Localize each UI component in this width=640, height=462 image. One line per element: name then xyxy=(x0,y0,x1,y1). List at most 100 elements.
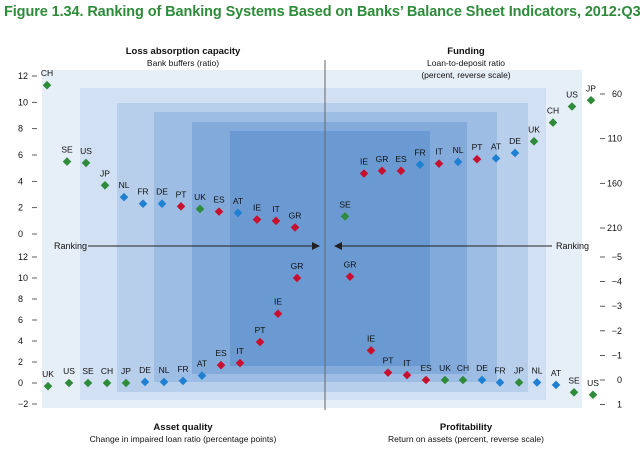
tick-label: −3 xyxy=(612,301,622,311)
point-label: CH xyxy=(41,68,53,78)
point-label: UK xyxy=(194,192,206,202)
point-fr xyxy=(138,199,148,209)
point-at xyxy=(551,380,561,390)
point-label: US xyxy=(63,366,75,376)
point-label: SE xyxy=(339,199,351,209)
point-label: ES xyxy=(213,195,225,205)
point-label: ES xyxy=(215,348,227,358)
point-pt xyxy=(176,202,186,211)
tick-label: 0 xyxy=(18,378,23,388)
point-nl xyxy=(159,377,169,387)
point-us xyxy=(64,378,74,388)
point-label: NL xyxy=(453,145,464,155)
point-label: NL xyxy=(119,180,130,190)
tick-label: 110 xyxy=(608,134,622,144)
point-uk xyxy=(440,375,450,385)
quadrant-subtitle: Return on assets (percent, reverse scale… xyxy=(388,434,544,444)
point-nl xyxy=(532,378,542,387)
point-ch xyxy=(42,80,52,90)
data-points xyxy=(42,80,598,400)
tick-label: 2 xyxy=(18,203,23,213)
quadrant-subtitle-2: (percent, reverse scale) xyxy=(421,70,510,80)
point-it xyxy=(434,159,444,168)
quadrant-title: Asset quality xyxy=(153,422,213,433)
point-label: GR xyxy=(291,261,304,271)
point-us xyxy=(567,102,577,111)
quadrant-title: Funding xyxy=(447,46,485,57)
point-es xyxy=(396,166,406,176)
tick-label: 4 xyxy=(18,336,23,346)
point-jp xyxy=(100,180,110,190)
point-gr xyxy=(292,273,302,283)
point-label: DE xyxy=(476,363,488,373)
tick-label: 8 xyxy=(18,294,23,304)
point-label: GR xyxy=(289,210,302,220)
tick-label: 160 xyxy=(607,178,622,188)
point-label: CH xyxy=(101,366,113,376)
quadrant-subtitle: Loan-to-deposit ratio xyxy=(427,58,505,68)
point-se xyxy=(569,388,579,397)
point-label: US xyxy=(80,146,92,156)
tick-label: 60 xyxy=(612,89,622,99)
tick-label: −5 xyxy=(612,252,622,262)
point-label: IE xyxy=(274,297,282,307)
tick-label: 12 xyxy=(18,71,28,81)
point-de xyxy=(140,377,150,387)
point-jp xyxy=(514,378,524,387)
point-uk xyxy=(195,204,205,214)
point-label: UK xyxy=(42,369,54,379)
tick-label: −4 xyxy=(612,277,622,287)
point-label: PT xyxy=(176,189,187,199)
point-label: FR xyxy=(177,364,188,374)
point-label: DE xyxy=(156,187,168,197)
point-us xyxy=(81,158,91,168)
tick-label: 2 xyxy=(18,357,23,367)
point-label: PT xyxy=(255,325,266,335)
point-label: JP xyxy=(514,365,524,375)
point-de xyxy=(157,199,167,209)
point-at xyxy=(233,208,243,218)
tick-label: −2 xyxy=(18,399,28,409)
point-ie xyxy=(366,346,376,355)
point-label: AT xyxy=(233,196,243,206)
band-7 xyxy=(268,150,387,362)
point-label: GR xyxy=(344,260,357,270)
point-label: GR xyxy=(376,154,389,164)
point-it xyxy=(235,358,245,368)
tick-label: 6 xyxy=(18,315,23,325)
point-label: US xyxy=(566,90,578,100)
point-label: IT xyxy=(435,147,443,157)
point-fr xyxy=(415,160,425,169)
point-de xyxy=(477,375,487,385)
point-label: UK xyxy=(528,124,540,134)
point-label: IT xyxy=(272,204,280,214)
point-se xyxy=(83,378,93,388)
point-label: SE xyxy=(568,375,580,385)
ranking-label-right: Ranking xyxy=(556,241,589,251)
quadrant-subtitle: Bank buffers (ratio) xyxy=(147,58,219,68)
point-pt xyxy=(472,154,482,164)
point-ch xyxy=(458,375,468,385)
chart-labels: Ranking Ranking12108642060110160210121086… xyxy=(18,46,622,444)
point-label: JP xyxy=(121,366,131,376)
point-gr xyxy=(345,272,355,281)
ranking-arrowhead-right xyxy=(334,242,342,250)
quadrant-title: Profitability xyxy=(440,422,493,433)
point-fr xyxy=(178,376,188,386)
point-se xyxy=(340,212,350,221)
quadrant-title: Loss absorption capacity xyxy=(126,46,241,57)
point-label: SE xyxy=(61,145,73,155)
point-it xyxy=(402,370,412,380)
point-de xyxy=(510,148,520,158)
background-bands xyxy=(42,70,582,408)
point-label: US xyxy=(587,378,599,388)
point-nl xyxy=(453,157,463,167)
point-pt xyxy=(255,337,265,347)
point-label: JP xyxy=(586,83,596,93)
tick-label: −2 xyxy=(612,326,622,336)
tick-label: 210 xyxy=(607,223,622,233)
point-label: IT xyxy=(403,358,411,368)
tick-label: 0 xyxy=(617,375,622,385)
point-label: NL xyxy=(159,365,170,375)
